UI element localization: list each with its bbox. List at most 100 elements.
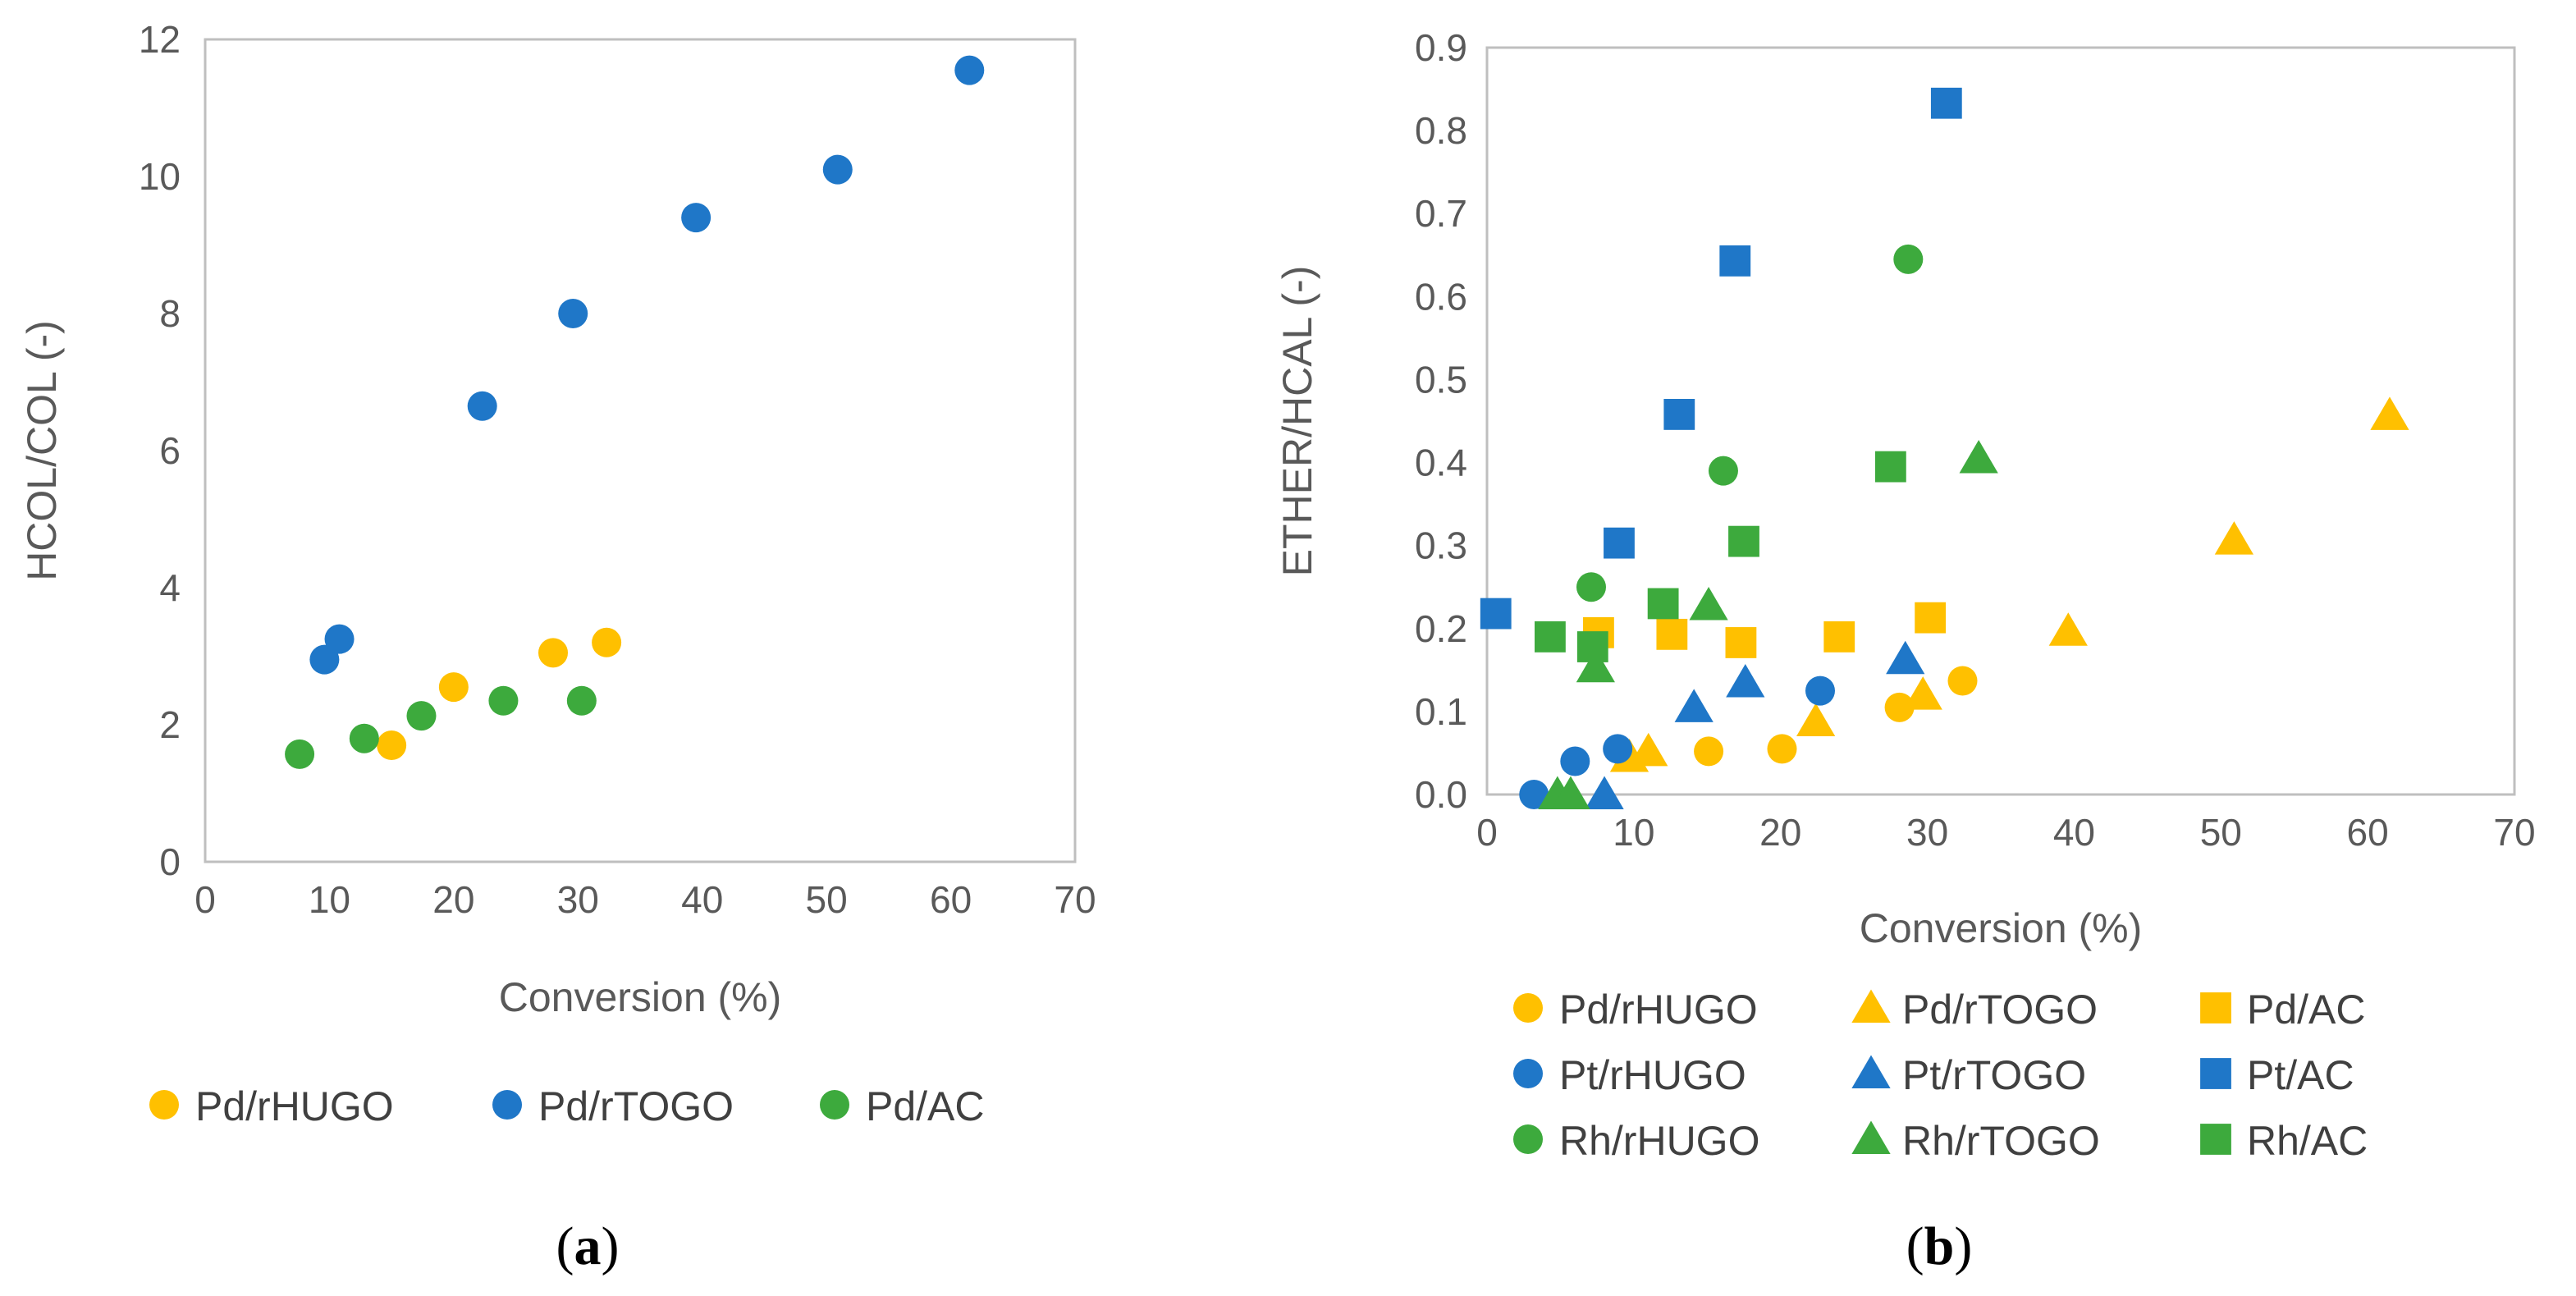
data-point bbox=[1884, 692, 1915, 722]
caption-open: ( bbox=[556, 1216, 574, 1276]
legend-label: Pd/rTOGO bbox=[538, 1083, 734, 1129]
data-point bbox=[406, 701, 437, 731]
data-point bbox=[1930, 87, 1962, 119]
series-pd-ac bbox=[285, 685, 597, 769]
caption-letter: a bbox=[574, 1216, 602, 1276]
legend-marker bbox=[492, 1090, 522, 1120]
y-tick-label: 6 bbox=[159, 429, 181, 472]
series-pd-rhugo bbox=[1694, 666, 1978, 767]
x-tick-label: 70 bbox=[2493, 811, 2535, 854]
legend-label: Pt/rHUGO bbox=[1559, 1052, 1746, 1098]
y-tick-label: 0.1 bbox=[1415, 690, 1467, 733]
data-point bbox=[1893, 244, 1924, 274]
data-point bbox=[285, 739, 315, 769]
y-tick-label: 0.0 bbox=[1415, 773, 1467, 816]
x-tick-label: 60 bbox=[930, 878, 972, 921]
y-axis-title: ETHER/HCAL (-) bbox=[1274, 266, 1320, 577]
caption-close: ) bbox=[602, 1216, 620, 1276]
legend-marker bbox=[2200, 992, 2231, 1024]
y-tick-label: 0.5 bbox=[1415, 358, 1467, 401]
data-point bbox=[1663, 399, 1695, 430]
legend-label: Rh/rHUGO bbox=[1559, 1118, 1759, 1164]
data-point bbox=[1767, 734, 1797, 764]
y-tick-label: 0.6 bbox=[1415, 275, 1467, 318]
data-point bbox=[1629, 732, 1668, 767]
x-tick-label: 10 bbox=[309, 878, 350, 921]
y-tick-label: 10 bbox=[139, 155, 181, 198]
data-point bbox=[1886, 640, 1925, 675]
data-point bbox=[1647, 588, 1679, 620]
series-rh-rhugo bbox=[1576, 244, 1924, 602]
series-pd-rtogo bbox=[309, 55, 985, 675]
data-point bbox=[1725, 627, 1757, 658]
y-tick-label: 0.4 bbox=[1415, 442, 1467, 484]
data-point bbox=[1535, 621, 1566, 653]
data-point bbox=[538, 638, 568, 668]
caption-letter: b bbox=[1924, 1216, 1955, 1276]
plot-area-border bbox=[1485, 46, 2516, 796]
data-point bbox=[1689, 586, 1728, 621]
data-point bbox=[1576, 648, 1615, 683]
x-tick-label: 30 bbox=[557, 878, 599, 921]
data-point bbox=[1823, 621, 1855, 653]
x-tick-label: 50 bbox=[806, 878, 848, 921]
y-tick-label: 4 bbox=[159, 566, 181, 609]
data-point bbox=[1519, 780, 1549, 809]
data-point bbox=[2048, 612, 2088, 646]
y-tick-label: 0 bbox=[159, 840, 181, 883]
data-point bbox=[1480, 598, 1512, 630]
series-pt-rhugo bbox=[1519, 675, 1836, 809]
data-point bbox=[1959, 440, 1998, 474]
x-tick-label: 10 bbox=[1613, 811, 1654, 854]
x-axis-title: Conversion (%) bbox=[1860, 905, 2143, 951]
series-pd-ac bbox=[1583, 602, 1947, 658]
panel-caption: (a) bbox=[556, 1216, 620, 1276]
legend-marker bbox=[1851, 1055, 1891, 1088]
data-point bbox=[592, 627, 622, 657]
chart-b: 0 10 20 30 40 50 60 70 0.0 0.1 0.2 0.3 0.4 0.5 0.6 0.7 0… bbox=[1274, 26, 2536, 1276]
legend: Pd/rHUGO Pd/rTOGO Pd/AC Pt/rHUGO Pt/rTOGO Pt/… bbox=[1513, 987, 2368, 1164]
x-tick-label: 20 bbox=[432, 878, 474, 921]
series-rh-rtogo bbox=[1538, 440, 1998, 809]
y-tick-label: 0.2 bbox=[1415, 607, 1467, 650]
caption-open: ( bbox=[1906, 1216, 1924, 1276]
data-point bbox=[1719, 245, 1751, 277]
x-tick-label: 0 bbox=[1476, 811, 1498, 854]
legend-label: Pd/AC bbox=[2247, 987, 2366, 1033]
legend: Pd/rHUGO Pd/rTOGO Pd/AC bbox=[149, 1083, 985, 1129]
data-point bbox=[1903, 676, 1942, 710]
data-point bbox=[1805, 675, 1836, 706]
data-point bbox=[1694, 736, 1724, 767]
legend-label: Pd/rHUGO bbox=[1559, 987, 1758, 1033]
legend-marker bbox=[1513, 1124, 1543, 1154]
data-point bbox=[324, 624, 355, 654]
data-point bbox=[1726, 664, 1765, 698]
data-point bbox=[1728, 525, 1759, 557]
x-tick-label: 60 bbox=[2347, 811, 2389, 854]
caption-close: ) bbox=[1954, 1216, 1972, 1276]
legend-label: Rh/rTOGO bbox=[1902, 1118, 2100, 1164]
data-point bbox=[1874, 451, 1906, 483]
data-point bbox=[954, 55, 985, 85]
legend-marker bbox=[1513, 1059, 1543, 1088]
data-point bbox=[1604, 527, 1635, 559]
y-tick-label: 0.7 bbox=[1415, 192, 1467, 235]
series-pt-rtogo bbox=[1585, 640, 1925, 809]
legend-label: Rh/AC bbox=[2247, 1118, 2368, 1164]
data-point bbox=[2370, 396, 2409, 430]
series-pd-rhugo bbox=[377, 627, 622, 761]
series-rh-ac bbox=[1535, 451, 1906, 662]
legend-label: Pd/AC bbox=[866, 1083, 985, 1129]
plot-area-border bbox=[204, 38, 1077, 863]
legend-marker bbox=[149, 1090, 179, 1120]
series-pt-ac bbox=[1480, 87, 1962, 630]
legend-marker bbox=[1851, 989, 1891, 1023]
x-tick-label: 0 bbox=[194, 878, 216, 921]
panel-caption: (b) bbox=[1906, 1216, 1973, 1276]
series-pd-rtogo bbox=[1609, 396, 2409, 772]
legend-label: Pd/rTOGO bbox=[1902, 987, 2098, 1033]
y-axis-title: HCOL/COL (-) bbox=[19, 320, 65, 581]
data-point bbox=[1603, 734, 1633, 764]
legend-label: Pt/rTOGO bbox=[1902, 1052, 2086, 1098]
